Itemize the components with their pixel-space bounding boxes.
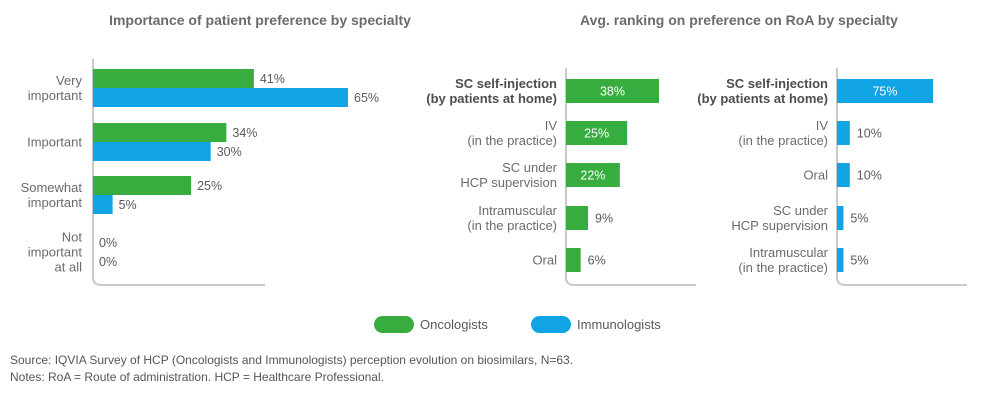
roa-oncologists-bar	[566, 163, 620, 187]
roa-immunologists-value-label: 10%	[857, 127, 882, 141]
legend-label-oncologists: Oncologists	[420, 317, 488, 332]
roa-oncologists-category-label: SC under HCP supervision	[460, 160, 557, 190]
roa-oncologists-value-label: 38%	[600, 85, 625, 99]
legend: Oncologists Immunologists	[374, 316, 661, 333]
roa-immunologists-bar	[837, 79, 933, 103]
importance-bar-immunologists	[93, 142, 211, 161]
roa-oncologists-value-label: 25%	[584, 127, 609, 141]
importance-value-oncologists: 41%	[260, 72, 285, 86]
roa-immunologists-category-label: Oral	[803, 168, 828, 183]
importance-value-immunologists: 5%	[119, 198, 137, 212]
importance-bar-immunologists	[93, 88, 348, 107]
roa-immunologists-value-label: 5%	[850, 254, 868, 268]
importance-bar-oncologists	[93, 69, 254, 88]
roa-oncologists-value-label: 6%	[588, 254, 606, 268]
chart-title-roa-ranking: Avg. ranking on preference on RoA by spe…	[580, 12, 898, 28]
source-note: Source: IQVIA Survey of HCP (Oncologists…	[10, 353, 574, 367]
roa-immunologists-value-label: 75%	[872, 85, 897, 99]
importance-value-oncologists: 25%	[197, 179, 222, 193]
importance-category-label: Very important	[28, 73, 83, 103]
importance-value-immunologists: 0%	[99, 255, 117, 269]
importance-category-label: Important	[27, 135, 82, 150]
legend-swatch-oncologists	[374, 316, 414, 333]
roa-oncologists-bar	[566, 79, 659, 103]
importance-chart: Very important 41% 65% Important 34% 30% Somewh…	[21, 59, 379, 286]
importance-category-label: Not important at all	[28, 230, 83, 275]
importance-value-immunologists: 65%	[354, 91, 379, 105]
roa-immunologists-axis	[836, 68, 967, 286]
importance-value-oncologists: 0%	[99, 236, 117, 250]
chart-canvas: Importance of patient preference by spec…	[21, 12, 967, 333]
chart-title-importance: Importance of patient preference by spec…	[109, 12, 411, 28]
importance-value-immunologists: 30%	[217, 145, 242, 159]
roa-immunologists-category-label: Intramuscular (in the practice)	[738, 245, 828, 275]
legend-swatch-immunologists	[531, 316, 571, 333]
roa-immunologists-bar	[837, 121, 850, 145]
roa-immunologists-category-label: SC under HCP supervision	[731, 203, 828, 233]
importance-value-oncologists: 34%	[232, 126, 257, 140]
importance-bar-oncologists	[93, 123, 227, 142]
roa-immunologists-bar	[837, 163, 850, 187]
importance-bar-immunologists	[93, 195, 113, 214]
roa-immunologists-category-label: IV (in the practice)	[738, 118, 828, 148]
roa-oncologists-bar	[566, 248, 581, 272]
roa-oncologists-chart: SC self-injection (by patients at home) 38…	[426, 68, 696, 286]
roa-oncologists-category-label: Oral	[532, 253, 557, 268]
roa-immunologists-category-label: SC self-injection (by patients at home)	[697, 76, 828, 106]
roa-oncologists-value-label: 9%	[595, 212, 613, 226]
importance-category-label: Somewhat important	[21, 180, 83, 210]
importance-bar-oncologists	[93, 176, 192, 195]
roa-immunologists-chart: SC self-injection (by patients at home) 75…	[697, 68, 967, 286]
roa-oncologists-axis	[565, 68, 696, 286]
legend-label-immunologists: Immunologists	[577, 317, 661, 332]
importance-axis	[92, 59, 265, 286]
roa-oncologists-value-label: 22%	[580, 169, 605, 183]
abbreviation-note: Notes: RoA = Route of administration. HC…	[10, 370, 384, 384]
roa-oncologists-bar	[566, 121, 628, 145]
roa-oncologists-category-label: SC self-injection (by patients at home)	[426, 76, 557, 106]
roa-immunologists-bar	[837, 248, 844, 272]
roa-immunologists-value-label: 10%	[857, 169, 882, 183]
roa-oncologists-bar	[566, 206, 589, 230]
roa-oncologists-category-label: Intramuscular (in the practice)	[467, 203, 557, 233]
roa-immunologists-value-label: 5%	[850, 212, 868, 226]
roa-immunologists-bar	[837, 206, 844, 230]
roa-oncologists-category-label: IV (in the practice)	[467, 118, 557, 148]
